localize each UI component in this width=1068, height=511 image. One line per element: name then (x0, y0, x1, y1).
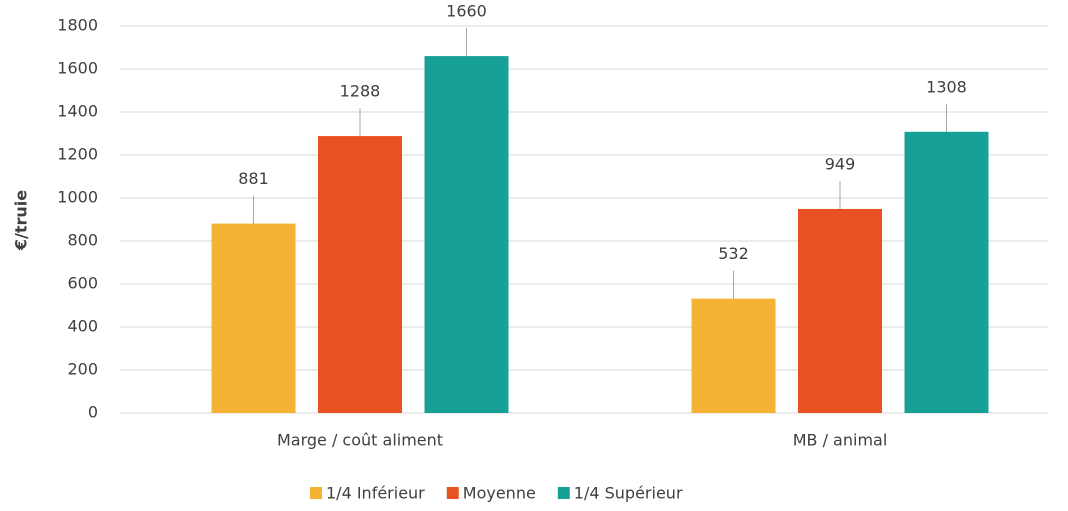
legend-label: Moyenne (463, 484, 536, 503)
data-label: 1308 (926, 77, 967, 96)
y-tick-label: 800 (67, 231, 98, 250)
y-tick-label: 1800 (57, 16, 98, 35)
x-tick-label: Marge / coût aliment (277, 431, 443, 450)
y-tick-label: 1400 (57, 102, 98, 121)
legend-swatch (557, 487, 570, 499)
legend-swatch (446, 487, 459, 499)
y-tick-label: 1600 (57, 59, 98, 78)
data-label: 532 (718, 244, 749, 263)
bar (211, 223, 296, 413)
bar (318, 136, 402, 413)
y-tick-label: 1000 (57, 188, 98, 207)
y-axis-label: €/truie (12, 190, 31, 251)
bar (424, 56, 509, 413)
y-tick-label: 200 (67, 360, 98, 379)
y-tick-label: 1200 (57, 145, 98, 164)
y-tick-label: 600 (67, 274, 98, 293)
bar (904, 131, 989, 413)
data-label: 881 (238, 169, 269, 188)
legend-label: 1/4 Supérieur (574, 484, 683, 503)
data-label: 1288 (340, 82, 381, 101)
data-label: 949 (825, 154, 856, 173)
data-label: 1660 (446, 2, 487, 21)
x-tick-label: MB / animal (793, 431, 888, 450)
legend-label: 1/4 Inférieur (326, 484, 425, 503)
y-tick-label: 400 (67, 317, 98, 336)
bar (798, 208, 882, 413)
legend-swatch (310, 487, 322, 499)
bar (691, 298, 776, 413)
y-tick-label: 0 (88, 403, 98, 422)
